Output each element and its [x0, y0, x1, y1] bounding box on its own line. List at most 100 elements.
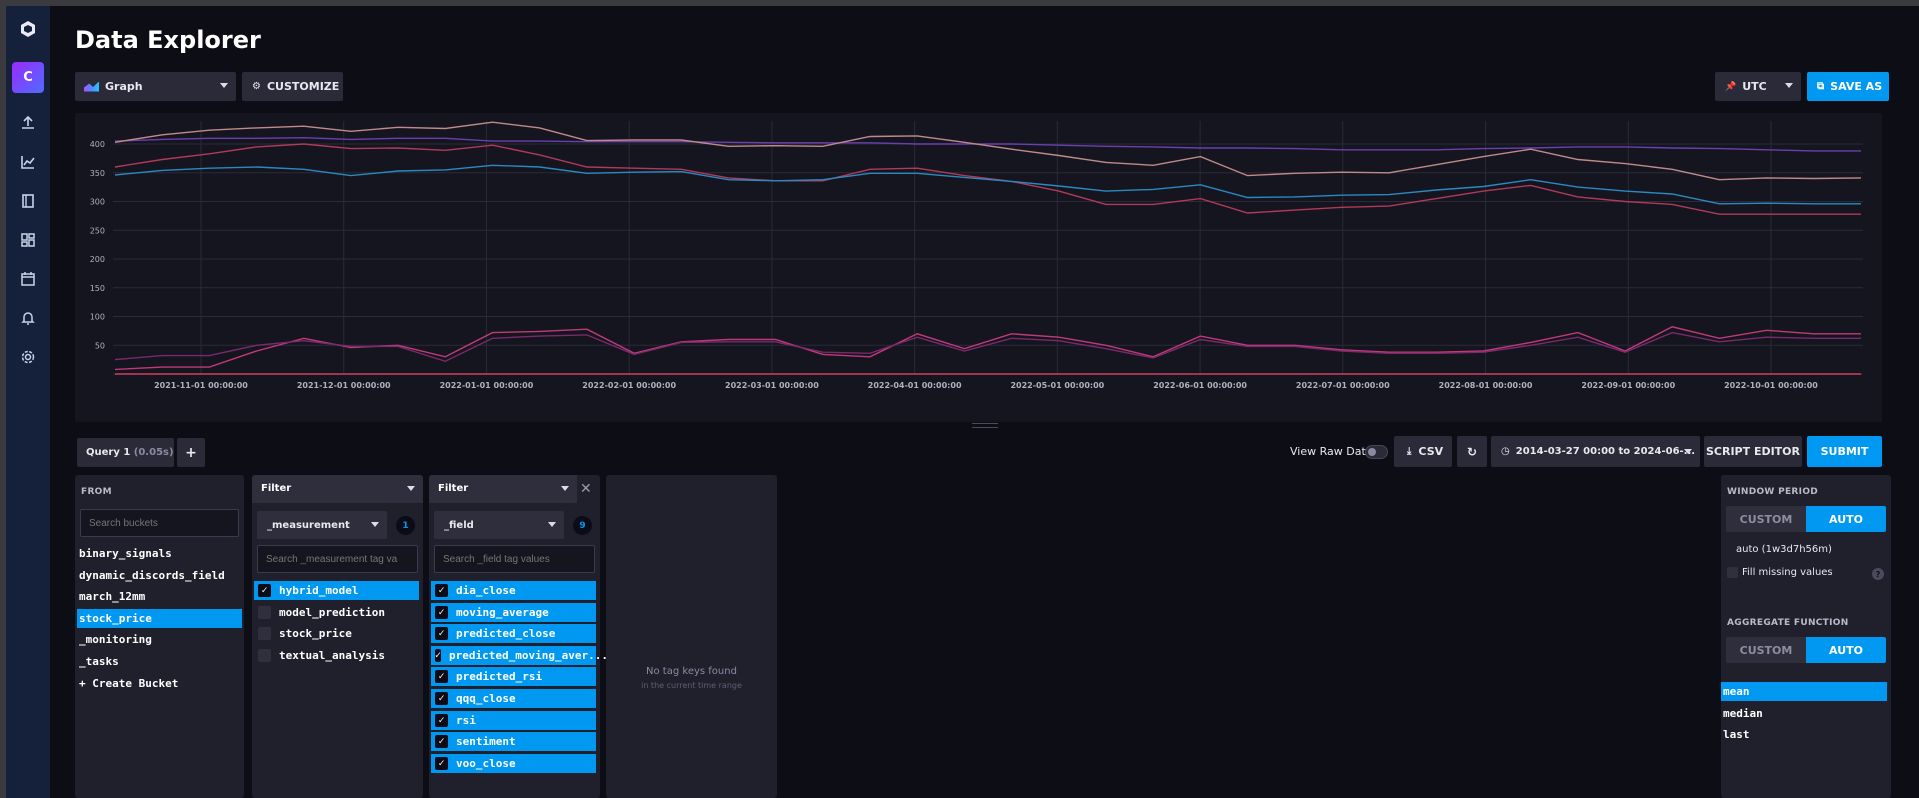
bucket-item[interactable]: dynamic_discords_field	[79, 568, 225, 582]
org-avatar[interactable]: C	[12, 62, 44, 93]
x-tick-label: 2022-07-01 00:00:00	[1296, 381, 1390, 390]
checkbox-icon[interactable]: ✓	[435, 584, 448, 597]
chevron-down-icon	[407, 486, 415, 491]
filter-item[interactable]: ✓ predicted_close	[431, 624, 596, 644]
sidebar-nav: C	[6, 6, 50, 798]
x-tick-label: 2022-09-01 00:00:00	[1581, 381, 1675, 390]
filter-item[interactable]: model_prediction	[254, 603, 419, 622]
bucket-search-input[interactable]	[80, 509, 239, 537]
bucket-item[interactable]: binary_signals	[79, 547, 172, 560]
aggregate-auto-button[interactable]: AUTO	[1806, 637, 1886, 663]
checkbox-icon[interactable]: ✓	[435, 670, 448, 684]
filter-item[interactable]: stock_price	[254, 624, 419, 643]
influx-logo-icon[interactable]	[18, 19, 38, 39]
tab-query-1[interactable]: Query 1 (0.05s)	[77, 438, 174, 467]
upload-icon[interactable]	[18, 113, 38, 133]
checkbox-icon[interactable]	[258, 605, 271, 619]
y-tick-label: 150	[90, 284, 105, 293]
field-search-input[interactable]	[434, 545, 595, 573]
filter-item-label: textual_analysis	[279, 648, 385, 662]
create-bucket-link[interactable]: + Create Bucket	[79, 676, 179, 690]
graph-panel[interactable]: 50 100 150 200 250 300 350 400 2021-11-01 00:00:…	[75, 113, 1882, 422]
refresh-button[interactable]: ↻	[1457, 436, 1487, 467]
filter-item[interactable]: ✓ predicted_moving_aver...	[431, 645, 608, 665]
bucket-item[interactable]: _tasks	[79, 655, 119, 668]
script-editor-button[interactable]: SCRIPT EDITOR	[1704, 436, 1802, 467]
filter-item[interactable]: ✓ hybrid_model	[254, 581, 419, 600]
timezone-dropdown[interactable]: 📌 UTC	[1715, 72, 1801, 101]
time-range-dropdown[interactable]: ◷ 2014-03-27 00:00 to 2024-06-...	[1491, 436, 1700, 467]
filter-item[interactable]: ✓ qqq_close	[431, 689, 596, 708]
checkbox-icon[interactable]	[258, 648, 271, 662]
export-icon: ⧉	[1817, 81, 1825, 92]
bucket-item[interactable]: _monitoring	[79, 633, 152, 647]
aggregate-custom-button[interactable]: CUSTOM	[1726, 637, 1806, 663]
resize-handle[interactable]	[972, 423, 998, 428]
filter-item-label: predicted_moving_aver...	[449, 648, 608, 662]
window-auto-button[interactable]: AUTO	[1806, 506, 1886, 532]
checkbox-icon[interactable]: ✓	[435, 627, 448, 641]
dashboards-icon[interactable]	[18, 230, 38, 250]
alerts-bell-icon[interactable]	[18, 308, 38, 328]
checkbox-icon[interactable]: ✓	[258, 584, 271, 597]
aggregate-function-item[interactable]: median	[1723, 706, 1763, 720]
from-panel: FROM binary_signals dynamic_discords_fiel…	[75, 475, 244, 798]
series-line-1	[114, 136, 1861, 152]
settings-gear-icon[interactable]	[18, 347, 38, 367]
view-raw-data-toggle[interactable]	[1365, 445, 1388, 459]
save-as-button[interactable]: ⧉ SAVE AS	[1807, 72, 1889, 101]
window-custom-button[interactable]: CUSTOM	[1726, 506, 1806, 532]
aggregate-function-toggle: CUSTOM AUTO	[1726, 637, 1886, 663]
y-tick-label: 250	[90, 226, 105, 235]
y-tick-label: 200	[90, 255, 105, 264]
help-icon[interactable]: ?	[1872, 568, 1884, 580]
download-icon: ⤓	[1407, 446, 1412, 457]
filter-item[interactable]: textual_analysis	[254, 646, 419, 665]
measurement-key-dropdown[interactable]: _measurement	[257, 511, 387, 539]
filter-heading: Filter	[261, 483, 292, 494]
filter-heading: Filter	[438, 483, 469, 494]
filter-item[interactable]: ✓ rsi	[431, 710, 596, 730]
filter-header[interactable]: Filter	[252, 475, 423, 503]
x-tick-label: 2021-12-01 00:00:00	[297, 381, 391, 390]
filter-item[interactable]: ✓ dia_close	[431, 581, 596, 600]
graph-type-dropdown[interactable]: Graph	[75, 72, 236, 101]
csv-download-button[interactable]: ⤓ CSV	[1394, 436, 1452, 467]
series-line-4	[114, 164, 1861, 205]
query-tab-label: Query 1	[86, 447, 131, 458]
close-filter-icon[interactable]: ✕	[580, 481, 592, 497]
measurement-search-input[interactable]	[257, 545, 418, 573]
submit-button[interactable]: SUBMIT	[1807, 436, 1882, 467]
aggregate-function-item[interactable]: last	[1723, 728, 1750, 742]
filter-item[interactable]: ✓ voo_close	[431, 753, 596, 773]
filter-item[interactable]: ✓ moving_average	[431, 602, 596, 622]
filter-header[interactable]: Filter	[429, 475, 577, 503]
notebook-icon[interactable]	[18, 191, 38, 211]
filter-item[interactable]: ✓ sentiment	[431, 732, 596, 752]
bucket-item[interactable]: march_12mm	[79, 590, 146, 604]
checkbox-icon[interactable]: ✓	[435, 735, 448, 749]
add-query-button[interactable]: +	[177, 438, 205, 467]
data-explorer-icon[interactable]	[18, 152, 38, 172]
checkbox-icon[interactable]	[258, 627, 271, 641]
chevron-down-icon	[548, 522, 556, 527]
checkbox-icon[interactable]: ✓	[435, 713, 448, 727]
customize-label: CUSTOMIZE	[266, 80, 340, 93]
series-line-6	[114, 331, 1861, 363]
field-key-dropdown[interactable]: _field	[434, 511, 564, 539]
fill-missing-checkbox[interactable]	[1727, 567, 1738, 578]
customize-button[interactable]: ⚙ CUSTOMIZE	[242, 72, 343, 101]
checkbox-icon[interactable]: ✓	[435, 692, 448, 705]
bucket-item[interactable]: stock_price	[77, 608, 242, 628]
aggregate-function-item[interactable]: mean	[1721, 682, 1887, 701]
checkbox-icon[interactable]: ✓	[435, 605, 448, 619]
checkbox-icon[interactable]: ✓	[435, 756, 448, 770]
filter-item-label: hybrid_model	[279, 584, 359, 597]
checkbox-icon[interactable]: ✓	[435, 648, 442, 662]
tasks-calendar-icon[interactable]	[18, 269, 38, 289]
empty-tag-panel[interactable]: No tag keys found in the current time ra…	[606, 475, 777, 798]
filter-item-label: model_prediction	[279, 605, 385, 619]
graph-type-label: Graph	[105, 80, 143, 93]
filter-item[interactable]: ✓ predicted_rsi	[431, 667, 596, 687]
y-tick-label: 350	[90, 169, 105, 178]
